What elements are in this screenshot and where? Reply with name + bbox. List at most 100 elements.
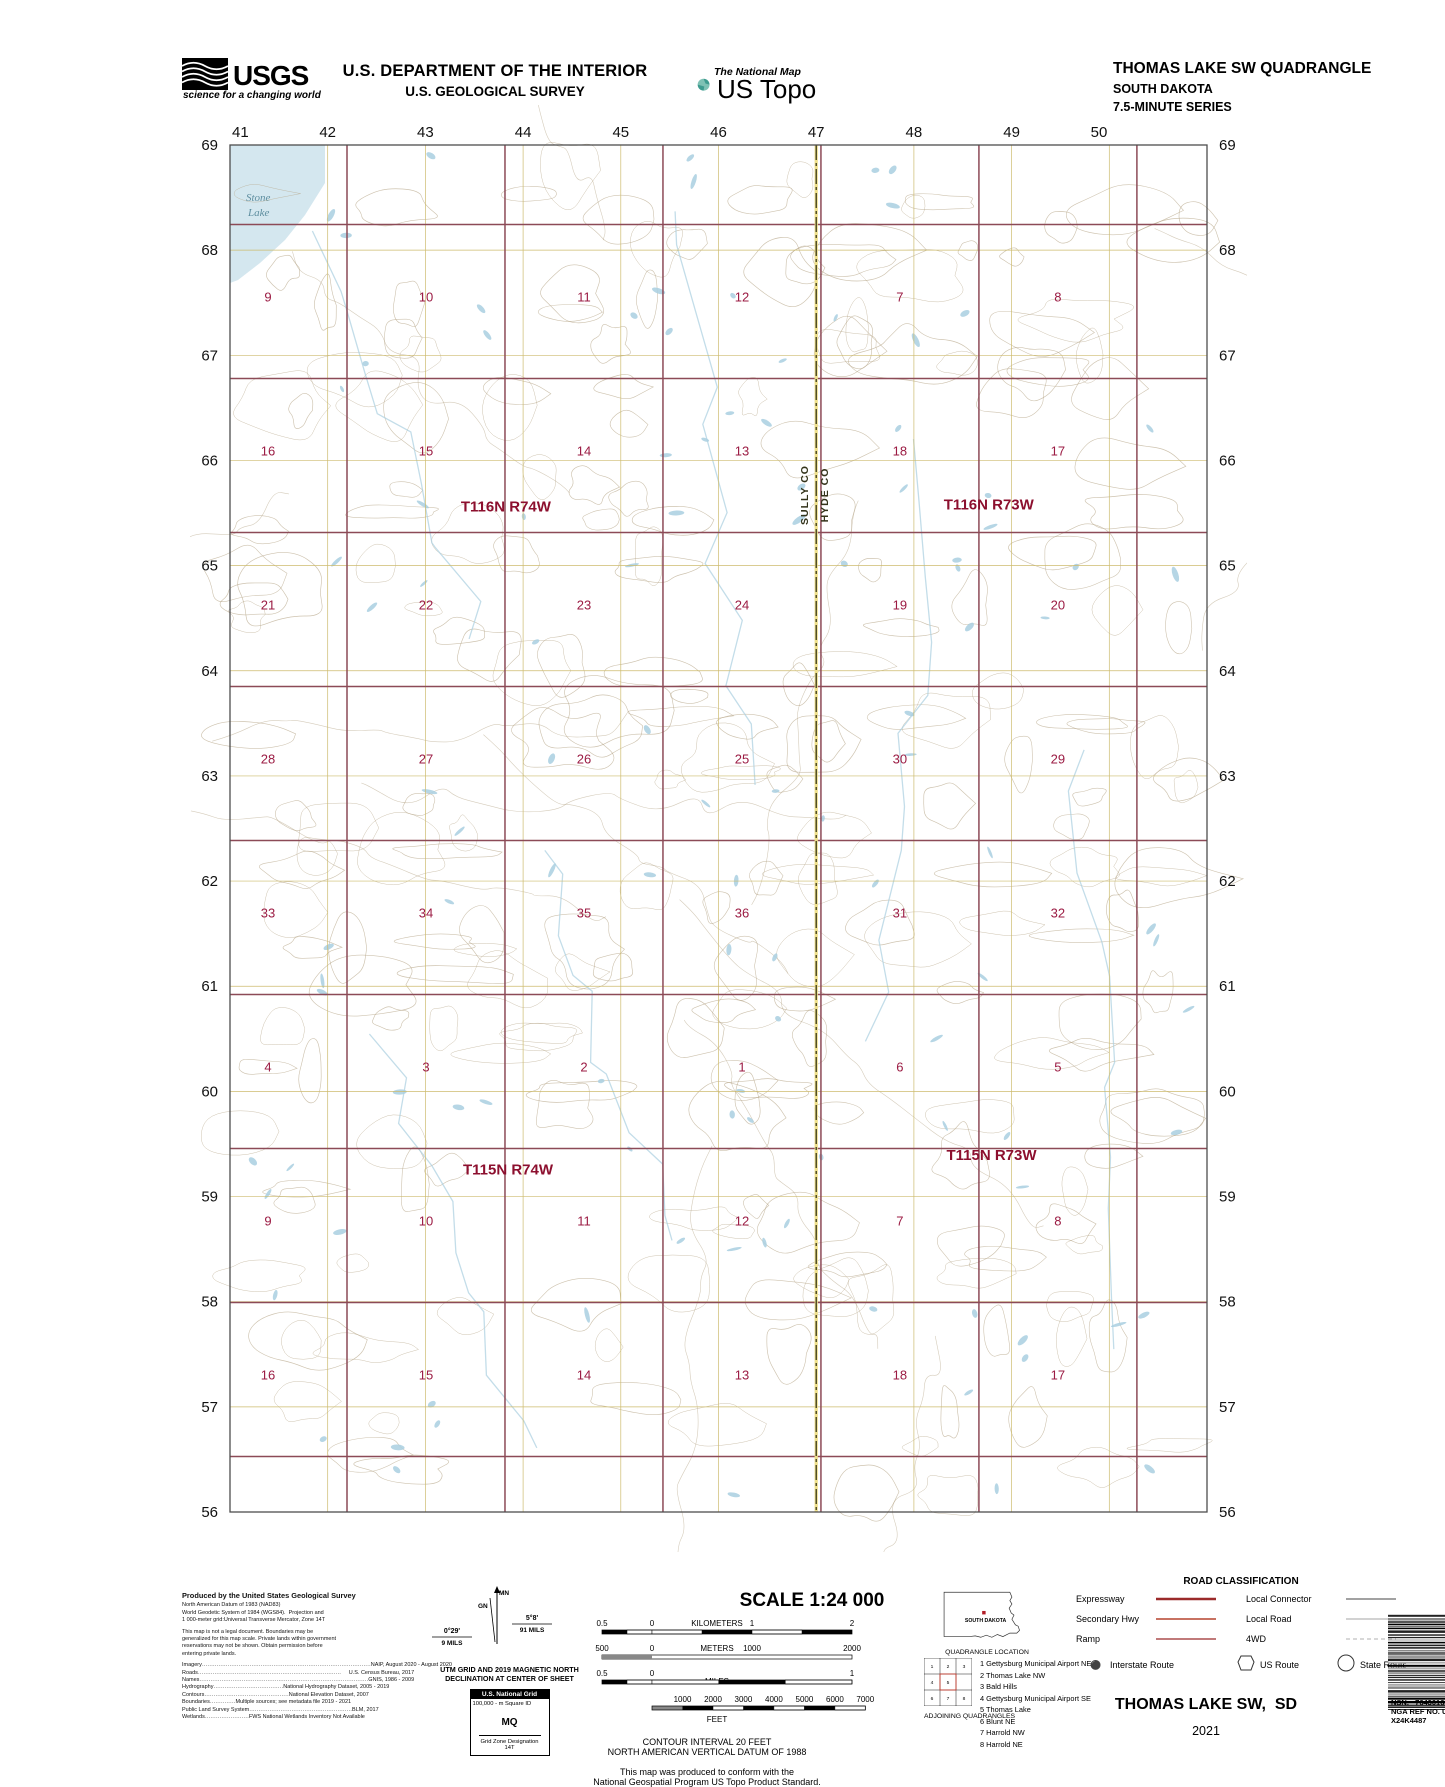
svg-text:0.5: 0.5 xyxy=(596,1669,608,1678)
svg-text:66: 66 xyxy=(201,452,218,469)
svg-text:SOUTH DAKOTA: SOUTH DAKOTA xyxy=(965,1618,1007,1624)
svg-text:29: 29 xyxy=(1051,751,1065,766)
svg-text:1: 1 xyxy=(738,1059,745,1074)
svg-text:6: 6 xyxy=(896,1059,903,1074)
svg-text:1: 1 xyxy=(750,1619,755,1628)
svg-text:10: 10 xyxy=(419,1213,433,1228)
svg-text:56: 56 xyxy=(1219,1504,1236,1521)
svg-text:US Topo: US Topo xyxy=(717,74,816,104)
svg-text:24: 24 xyxy=(735,597,749,612)
svg-text:68: 68 xyxy=(201,242,218,259)
svg-text:8: 8 xyxy=(1054,1213,1061,1228)
svg-text:4WD: 4WD xyxy=(1246,1634,1267,1644)
svg-text:17: 17 xyxy=(1051,443,1065,458)
svg-text:49: 49 xyxy=(1003,124,1020,141)
svg-text:GN: GN xyxy=(478,1603,488,1610)
svg-text:26: 26 xyxy=(577,751,591,766)
svg-text:4: 4 xyxy=(264,1059,271,1074)
svg-text:6: 6 xyxy=(931,1696,934,1702)
svg-text:69: 69 xyxy=(201,137,218,154)
svg-text:58: 58 xyxy=(201,1293,218,1310)
svg-text:16: 16 xyxy=(261,443,275,458)
svg-text:0°29': 0°29' xyxy=(444,1627,460,1635)
svg-text:T116N R73W: T116N R73W xyxy=(944,496,1035,513)
svg-text:67: 67 xyxy=(1219,347,1236,364)
svg-text:Secondary Hwy: Secondary Hwy xyxy=(1076,1614,1140,1624)
svg-text:60: 60 xyxy=(201,1083,218,1100)
svg-text:56: 56 xyxy=(201,1504,218,1521)
svg-text:65: 65 xyxy=(201,557,218,574)
svg-text:16: 16 xyxy=(261,1367,275,1382)
svg-text:31: 31 xyxy=(893,905,907,920)
svg-text:T115N R73W: T115N R73W xyxy=(946,1146,1037,1163)
svg-text:44: 44 xyxy=(515,124,532,141)
svg-text:64: 64 xyxy=(1219,662,1236,679)
svg-text:48: 48 xyxy=(906,124,923,141)
svg-text:METERS: METERS xyxy=(700,1644,733,1653)
svg-text:0: 0 xyxy=(650,1619,655,1628)
svg-text:19: 19 xyxy=(893,597,907,612)
svg-text:32: 32 xyxy=(1051,905,1065,920)
svg-text:20: 20 xyxy=(1051,597,1065,612)
svg-text:15: 15 xyxy=(419,443,433,458)
svg-text:1: 1 xyxy=(931,1664,934,1670)
svg-text:2: 2 xyxy=(850,1619,855,1628)
svg-text:65: 65 xyxy=(1219,557,1236,574)
svg-text:34: 34 xyxy=(419,905,433,920)
svg-text:50: 50 xyxy=(1091,124,1108,141)
svg-text:2000: 2000 xyxy=(843,1644,861,1653)
svg-text:US Route: US Route xyxy=(1260,1660,1299,1670)
svg-text:0: 0 xyxy=(650,1669,655,1678)
svg-text:HYDE CO: HYDE CO xyxy=(819,467,831,522)
svg-text:66: 66 xyxy=(1219,452,1236,469)
svg-text:Local Connector: Local Connector xyxy=(1246,1594,1312,1604)
svg-text:58: 58 xyxy=(1219,1293,1236,1310)
svg-text:7000: 7000 xyxy=(856,1695,874,1704)
svg-text:7: 7 xyxy=(947,1696,950,1702)
svg-text:62: 62 xyxy=(1219,873,1236,890)
svg-text:36: 36 xyxy=(735,905,749,920)
svg-text:33: 33 xyxy=(261,905,275,920)
svg-text:0.5: 0.5 xyxy=(596,1619,608,1628)
svg-text:62: 62 xyxy=(201,873,218,890)
svg-text:1000: 1000 xyxy=(674,1695,692,1704)
svg-text:43: 43 xyxy=(417,124,434,141)
svg-text:23: 23 xyxy=(577,597,591,612)
svg-text:35: 35 xyxy=(577,905,591,920)
svg-text:67: 67 xyxy=(201,347,218,364)
svg-text:1000: 1000 xyxy=(743,1644,761,1653)
svg-text:6000: 6000 xyxy=(826,1695,844,1704)
svg-text:64: 64 xyxy=(201,662,218,679)
svg-text:61: 61 xyxy=(201,978,218,995)
svg-text:500: 500 xyxy=(595,1644,609,1653)
svg-text:8: 8 xyxy=(1054,289,1061,304)
svg-text:47: 47 xyxy=(808,124,825,141)
svg-text:5: 5 xyxy=(947,1680,950,1686)
svg-text:0: 0 xyxy=(650,1644,655,1653)
svg-text:61: 61 xyxy=(1219,978,1236,995)
svg-text:2: 2 xyxy=(947,1664,950,1670)
svg-text:18: 18 xyxy=(893,443,907,458)
svg-text:3: 3 xyxy=(422,1059,429,1074)
svg-text:69: 69 xyxy=(1219,137,1236,154)
svg-text:9: 9 xyxy=(264,1213,271,1228)
svg-text:Expressway: Expressway xyxy=(1076,1594,1125,1604)
svg-text:5: 5 xyxy=(1054,1059,1061,1074)
svg-text:17: 17 xyxy=(1051,1367,1065,1382)
svg-text:21: 21 xyxy=(261,597,275,612)
svg-text:2: 2 xyxy=(580,1059,587,1074)
svg-text:12: 12 xyxy=(735,1213,749,1228)
svg-text:46: 46 xyxy=(710,124,727,141)
svg-text:T115N R74W: T115N R74W xyxy=(463,1161,554,1178)
svg-text:13: 13 xyxy=(735,443,749,458)
svg-text:Lake: Lake xyxy=(247,207,270,219)
svg-text:9: 9 xyxy=(264,289,271,304)
svg-text:4: 4 xyxy=(931,1680,934,1686)
svg-text:11: 11 xyxy=(577,1213,591,1228)
svg-text:42: 42 xyxy=(319,124,336,141)
svg-text:63: 63 xyxy=(1219,767,1236,784)
svg-text:63: 63 xyxy=(201,767,218,784)
svg-text:15: 15 xyxy=(419,1367,433,1382)
svg-text:2000: 2000 xyxy=(704,1695,722,1704)
svg-text:59: 59 xyxy=(1219,1188,1236,1205)
